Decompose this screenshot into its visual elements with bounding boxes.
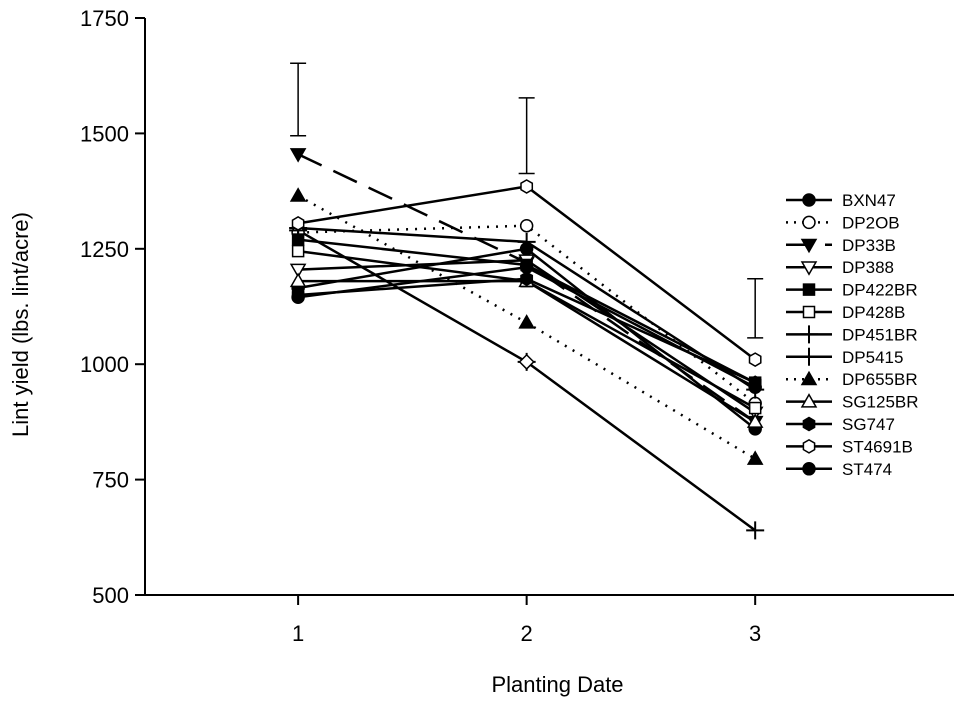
point-dp33b-1 <box>289 148 307 163</box>
legend-label-bxn47: BXN47 <box>842 191 896 210</box>
legend-marker-dp388 <box>800 261 818 276</box>
point-dp388-1 <box>289 263 307 279</box>
plot-frame <box>144 18 954 596</box>
point-sg125br-3 <box>746 413 764 428</box>
y-tick-label-1500: 1500 <box>80 121 129 146</box>
legend-marker-dp451br <box>800 325 818 344</box>
legend-marker-sg747 <box>802 416 816 432</box>
legend-label-st4691b: ST4691B <box>842 437 913 456</box>
y-tick-label-1000: 1000 <box>80 352 129 377</box>
y-tick-label-500: 500 <box>92 583 129 608</box>
point-st4691b-3 <box>748 352 762 367</box>
error-bars <box>290 62 764 339</box>
series-markers <box>289 148 765 540</box>
legend-label-st474: ST474 <box>842 460 892 479</box>
point-dp655br-3 <box>746 450 764 465</box>
legend-label-dp655br: DP655BR <box>842 370 918 389</box>
point-st474-2 <box>519 260 534 275</box>
y-axis: 500 750 1000 1250 1500 1750 <box>80 6 145 608</box>
y-tick-label-1250: 1250 <box>80 237 129 262</box>
legend-marker-dp655br <box>800 370 818 386</box>
legend-marker-bxn47 <box>802 193 816 207</box>
legend-marker-st4691b <box>802 439 816 454</box>
x-tick-label-3: 3 <box>749 621 761 646</box>
legend-label-dp5415: DP5415 <box>842 348 903 367</box>
point-dp655br-1 <box>289 187 307 202</box>
x-tick-label-1: 1 <box>292 621 304 646</box>
legend: BXN47 DP2OB DP33B DP388 DP422BR DP428B DP451BR… <box>786 191 919 479</box>
point-st474-1 <box>291 290 305 305</box>
x-axis-title: Planting Date <box>491 672 623 697</box>
point-sg747-2 <box>520 271 534 287</box>
point-sg125br-1 <box>289 272 307 288</box>
point-dp2ob-2 <box>519 218 534 233</box>
y-tick-label-750: 750 <box>92 468 129 493</box>
legend-label-dp451br: DP451BR <box>842 325 918 344</box>
point-extra-1 <box>518 353 535 370</box>
y-tick-label-1750: 1750 <box>80 6 129 31</box>
legend-label-dp388: DP388 <box>842 258 894 277</box>
legend-label-sg747: SG747 <box>842 415 895 434</box>
legend-label-dp2ob: DP2OB <box>842 213 900 232</box>
point-dp428b-3 <box>748 401 762 415</box>
legend-marker-dp422br <box>802 283 816 296</box>
legend-marker-dp33b <box>800 238 818 254</box>
legend-marker-dp5415 <box>800 347 818 366</box>
point-st4691b-1 <box>291 216 305 231</box>
point-dp5415-3 <box>746 521 765 540</box>
legend-label-dp428b: DP428B <box>842 303 905 322</box>
legend-marker-dp428b <box>802 305 816 319</box>
point-dp428b-1 <box>291 244 305 258</box>
legend-marker-sg125br <box>800 393 818 408</box>
y-axis-title: Lint yield (lbs. lint/acre) <box>8 212 33 437</box>
x-axis: 1 2 3 <box>292 595 761 646</box>
legend-label-dp422br: DP422BR <box>842 281 918 300</box>
point-dp451br-2 <box>517 232 536 251</box>
point-dp655br-2 <box>518 314 535 329</box>
series-lines <box>297 153 756 532</box>
legend-marker-dp2ob <box>802 215 816 230</box>
legend-marker-st474 <box>802 462 816 476</box>
point-st474-3 <box>748 380 762 395</box>
legend-label-sg125br: SG125BR <box>842 393 919 412</box>
legend-label-dp33b: DP33B <box>842 236 896 255</box>
x-tick-label-2: 2 <box>521 621 533 646</box>
point-st4691b-2 <box>520 179 534 194</box>
